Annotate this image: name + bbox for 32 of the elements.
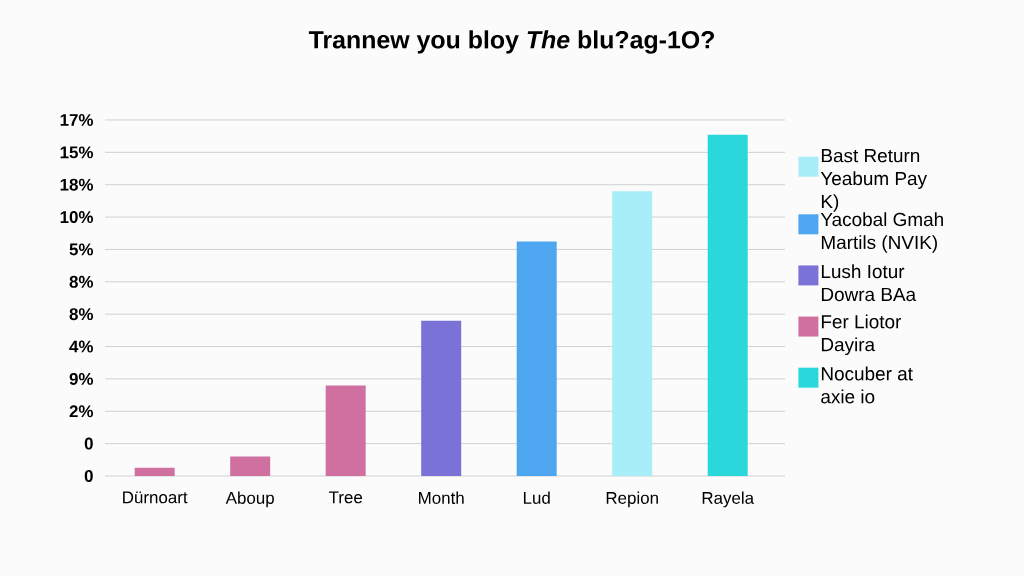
x-tick-label: Aboup	[225, 491, 274, 508]
x-tick-label: Dürnoart	[123, 491, 188, 504]
bar	[707, 134, 748, 476]
text: 2%	[69, 405, 94, 418]
x-tick-label: Repion	[606, 491, 658, 508]
legend-label: Yacobal Gmah Martils (NVIK)	[820, 212, 943, 253]
bar	[325, 385, 366, 476]
text: 18%	[60, 178, 94, 191]
text: 17%	[60, 114, 94, 126]
text: 0	[84, 469, 93, 482]
text: 8%	[69, 275, 94, 288]
x-tick-label: Lud	[523, 491, 550, 504]
bar	[230, 456, 271, 476]
bar	[134, 467, 175, 476]
legend-label: Lush Iotur Dowra BAa	[821, 264, 917, 302]
x-tick-label: Rayela	[702, 491, 755, 508]
x-tick-label: Month	[419, 491, 464, 504]
legend-label: Fer Liotor Dayira	[821, 314, 902, 356]
text: 9%	[69, 372, 94, 385]
text: 4%	[69, 340, 94, 353]
chart-title: Trannew you bloy The blu?ag-1O?	[308, 30, 714, 54]
text: 8%	[69, 308, 94, 321]
text: 0	[84, 437, 93, 450]
bar	[421, 320, 462, 476]
legend-label: Bast Return Yeabum Pay K)	[820, 149, 927, 212]
legend-label: Nocuber at axie io	[821, 366, 913, 404]
text: 15%	[60, 146, 94, 159]
bar	[516, 241, 557, 476]
x-tick-label: Tree	[328, 491, 363, 504]
text: 5%	[69, 243, 94, 256]
text: 10%	[60, 211, 94, 224]
bar	[612, 191, 653, 476]
